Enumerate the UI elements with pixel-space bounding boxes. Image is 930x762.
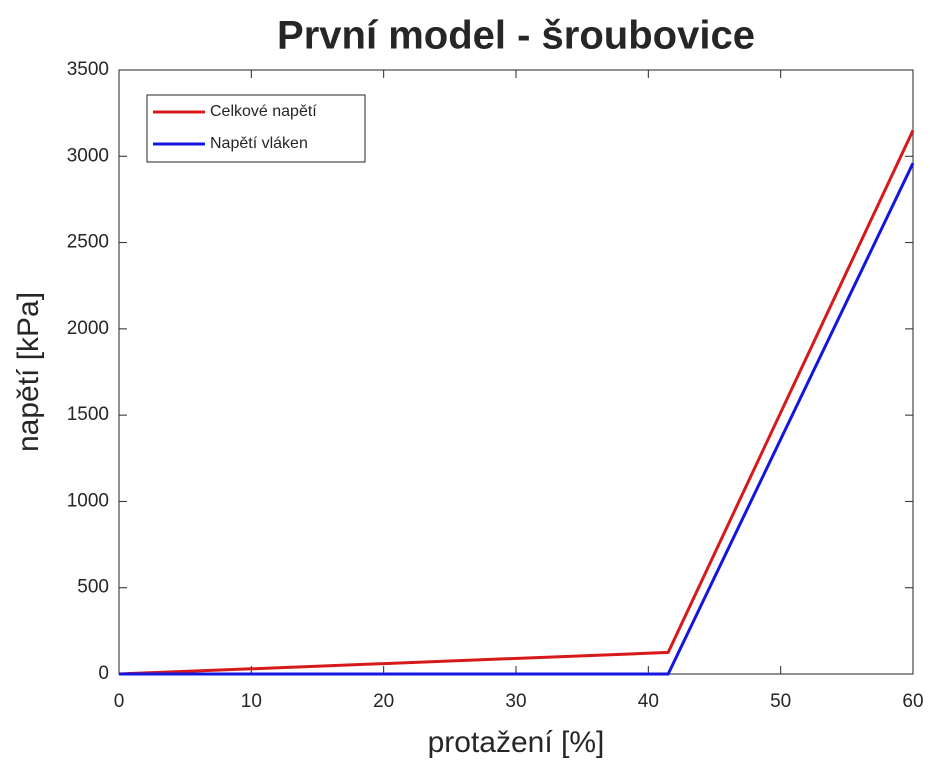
y-tick-label: 0 [98, 663, 109, 684]
series-line [119, 162, 915, 676]
legend-box [146, 94, 366, 163]
legend-label: Celkové napětí [210, 103, 317, 120]
y-tick-label: 1000 [67, 490, 109, 511]
y-tick-label: 2000 [67, 318, 109, 339]
x-tick-label: 0 [114, 691, 125, 712]
x-tick-label: 50 [770, 691, 791, 712]
legend-label: Napětí vláken [210, 135, 308, 152]
x-tick-label: 20 [373, 691, 394, 712]
y-tick-label: 500 [77, 577, 109, 598]
y-tick-label: 2500 [67, 232, 109, 253]
y-tick-label: 3500 [67, 59, 109, 80]
x-axis-label: protažení [%] [428, 726, 605, 759]
y-axis-label: napětí [kPa] [12, 292, 45, 452]
y-tick-label: 1500 [67, 404, 109, 425]
x-tick-label: 30 [505, 691, 526, 712]
x-tick-label: 60 [902, 691, 923, 712]
x-tick-label: 40 [638, 691, 659, 712]
x-tick-label: 10 [241, 691, 262, 712]
series-line [118, 129, 915, 676]
y-tick-label: 3000 [67, 145, 109, 166]
chart-title: První model - šroubovice [277, 14, 755, 58]
